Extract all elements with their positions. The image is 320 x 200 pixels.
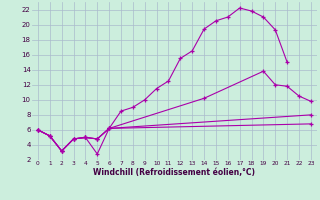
X-axis label: Windchill (Refroidissement éolien,°C): Windchill (Refroidissement éolien,°C) <box>93 168 255 177</box>
